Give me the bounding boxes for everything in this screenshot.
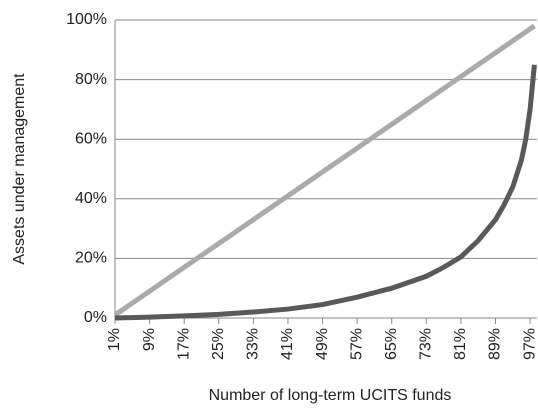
x-tick-label: 25%	[210, 328, 227, 360]
x-tick-label: 81%	[452, 328, 469, 360]
y-axis-label: Assets under management	[11, 73, 28, 265]
x-tick-label: 9%	[141, 328, 158, 351]
x-tick-label: 65%	[383, 328, 400, 360]
y-tick-label: 0%	[84, 309, 107, 326]
x-tick-label: 97%	[521, 328, 538, 360]
x-tick-label: 73%	[418, 328, 435, 360]
x-tick-label: 89%	[487, 328, 504, 360]
y-tick-label: 20%	[75, 250, 107, 267]
x-tick-label: 57%	[348, 328, 365, 360]
line-series	[113, 23, 536, 318]
x-tick-label: 49%	[314, 328, 331, 360]
y-tick-label: 80%	[75, 71, 107, 88]
y-tick-label: 60%	[75, 130, 107, 147]
x-tick-label: 17%	[175, 328, 192, 360]
x-tick-label: 41%	[279, 328, 296, 360]
x-axis-label: Number of long-term UCITS funds	[209, 387, 452, 404]
y-tick-label: 100%	[66, 11, 107, 28]
y-tick-label: 40%	[75, 190, 107, 207]
line-series	[114, 64, 537, 321]
x-tick-label: 1%	[106, 328, 123, 351]
x-tick-label: 33%	[245, 328, 262, 360]
